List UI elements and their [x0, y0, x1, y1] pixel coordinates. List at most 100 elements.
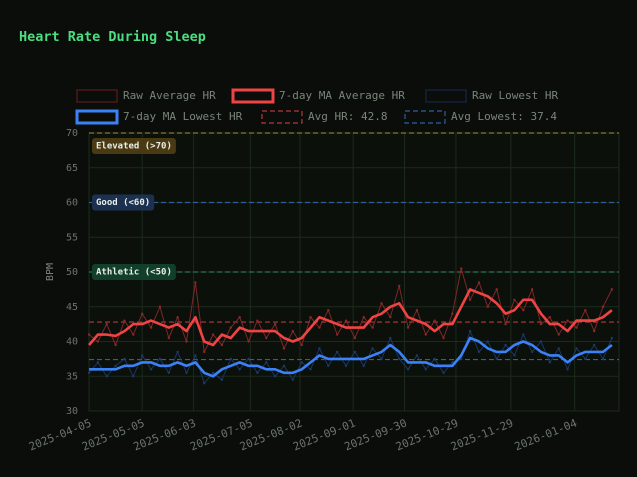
raw-point: [522, 333, 525, 336]
raw-point: [265, 361, 268, 364]
legend-swatch: [76, 89, 118, 103]
raw-point: [460, 357, 463, 361]
raw-point: [344, 364, 348, 368]
raw-point: [362, 315, 365, 319]
raw-point: [149, 368, 153, 371]
raw-point: [575, 326, 578, 329]
raw-point: [513, 354, 516, 357]
raw-point: [477, 281, 481, 284]
raw-point: [504, 322, 507, 326]
raw-point: [327, 364, 330, 368]
raw-point: [451, 312, 454, 315]
raw-point: [380, 302, 383, 305]
y-tick-label: 70: [66, 128, 78, 139]
raw-point: [522, 309, 525, 312]
raw-point: [335, 333, 339, 336]
raw-point: [468, 298, 472, 301]
legend-label: 7-day MA Lowest HR: [123, 110, 243, 123]
raw-point: [123, 319, 126, 322]
raw-point: [389, 336, 392, 340]
zone-label: Good (<60): [96, 198, 150, 208]
raw-point: [282, 347, 286, 350]
raw-point: [442, 336, 445, 340]
legend-label: Avg Lowest: 37.4: [451, 110, 557, 123]
legend-swatch: [261, 110, 303, 124]
raw-point: [486, 340, 490, 343]
raw-point: [610, 336, 614, 340]
raw-point: [433, 357, 436, 361]
zone-label-box: [92, 194, 155, 211]
raw-point: [362, 364, 365, 368]
raw-point: [601, 305, 605, 308]
raw-point: [318, 347, 321, 350]
raw-point: [256, 319, 259, 322]
y-tick-label: 50: [66, 267, 78, 278]
raw-point: [229, 357, 233, 361]
raw-point: [273, 375, 277, 378]
raw-point: [185, 340, 188, 343]
raw-point: [194, 354, 197, 357]
raw-point: [132, 375, 135, 378]
legend-label: Raw Average HR: [123, 89, 216, 102]
raw-point: [327, 309, 330, 312]
raw-point: [451, 361, 454, 364]
y-tick-label: 45: [66, 302, 78, 313]
raw-point: [592, 343, 596, 347]
raw-point: [584, 309, 587, 312]
raw-point: [105, 375, 108, 378]
raw-point: [548, 361, 552, 364]
moving-average-line: [88, 288, 613, 347]
raw-point: [398, 284, 401, 288]
raw-point: [211, 371, 215, 374]
legend-swatch: [404, 110, 446, 124]
raw-point: [592, 329, 596, 333]
y-tick-label: 65: [66, 163, 78, 174]
raw-point: [371, 326, 374, 329]
raw-point: [398, 357, 401, 361]
raw-point: [140, 354, 144, 357]
raw-point: [380, 357, 383, 361]
raw-point: [557, 333, 560, 336]
raw-point: [203, 382, 206, 385]
raw-point: [185, 371, 188, 374]
y-tick-label: 40: [66, 337, 78, 348]
zone-label-box: [92, 138, 176, 154]
raw-point: [211, 333, 215, 336]
raw-point: [300, 343, 303, 347]
raw-point: [291, 329, 295, 333]
raw-point: [291, 378, 295, 381]
raw-point: [87, 371, 91, 374]
legend-swatch: [75, 109, 119, 125]
raw-point: [123, 357, 126, 361]
raw-point: [460, 267, 463, 270]
raw-point: [344, 319, 348, 322]
raw-point: [424, 368, 427, 371]
raw-point: [300, 361, 303, 364]
raw-point: [229, 326, 233, 329]
raw-point: [140, 312, 144, 315]
legend-label: Raw Lowest HR: [472, 89, 558, 102]
zone-label: Elevated (>70): [96, 142, 172, 152]
y-tick-label: 60: [66, 198, 78, 209]
raw-point: [96, 361, 100, 364]
raw-point: [149, 326, 153, 329]
raw-point: [309, 368, 312, 371]
raw-point: [353, 336, 357, 340]
raw-point: [105, 322, 108, 326]
raw-point: [158, 357, 162, 361]
raw-point: [389, 315, 392, 319]
raw-point: [353, 350, 357, 354]
raw-point: [158, 305, 162, 308]
raw-point: [557, 347, 560, 350]
raw-point: [513, 298, 516, 301]
raw-point: [371, 347, 374, 350]
raw-point: [273, 322, 277, 326]
raw-point: [566, 319, 569, 322]
y-axis-label: BPM: [45, 263, 56, 281]
raw-point: [504, 343, 507, 347]
raw-point: [495, 357, 498, 361]
legend-label: 7-day MA Average HR: [279, 89, 405, 102]
moving-average-line: [89, 336, 613, 378]
raw-point: [495, 288, 498, 291]
